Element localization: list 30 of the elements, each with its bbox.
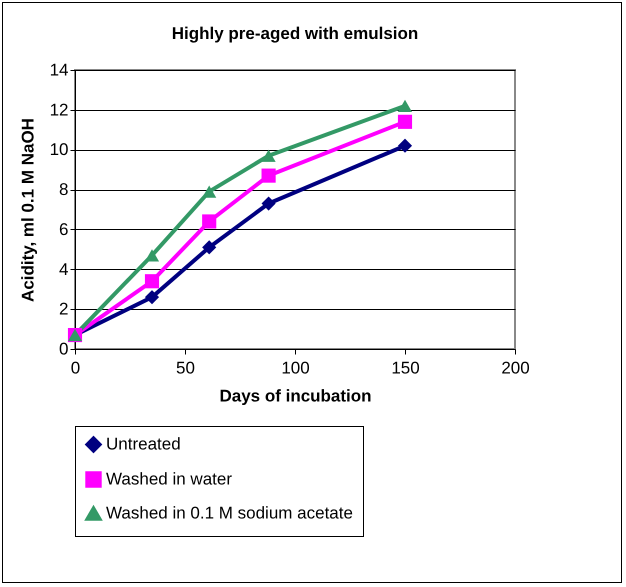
legend-label: Untreated [106, 434, 181, 454]
point [144, 274, 160, 288]
point [398, 138, 412, 153]
point [262, 168, 276, 183]
y-axis-title: Acidity, ml 0.1 M NaOH [18, 118, 38, 302]
x-tick-label: 200 [501, 358, 530, 378]
point [262, 196, 276, 211]
point [398, 114, 412, 129]
legend-label: Washed in 0.1 M sodium acetate [106, 504, 353, 522]
point [144, 290, 160, 304]
y-tick-label: 0 [59, 340, 68, 358]
x-axis-title: Days of incubation [219, 386, 372, 406]
y-tick-label: 14 [50, 60, 68, 80]
x-tick-label: 50 [176, 358, 195, 378]
x-tick-label: 100 [281, 358, 310, 378]
point [202, 214, 216, 229]
x-tick-label: 150 [391, 358, 420, 378]
point [202, 240, 216, 254]
point [262, 150, 276, 162]
chart-title: Highly pre-aged with emulsion [172, 24, 418, 43]
y-tick-label: 2 [59, 300, 68, 319]
y-tick-label: 8 [59, 180, 68, 200]
y-tick-label: 12 [50, 100, 68, 120]
y-tick-label: 4 [59, 260, 68, 279]
y-tick-label: 6 [59, 220, 68, 239]
y-tick-label: 10 [50, 140, 68, 160]
legend-label: Washed in water [106, 470, 232, 488]
point [398, 100, 412, 112]
x-tick-label: 0 [70, 358, 80, 378]
point [202, 185, 216, 198]
